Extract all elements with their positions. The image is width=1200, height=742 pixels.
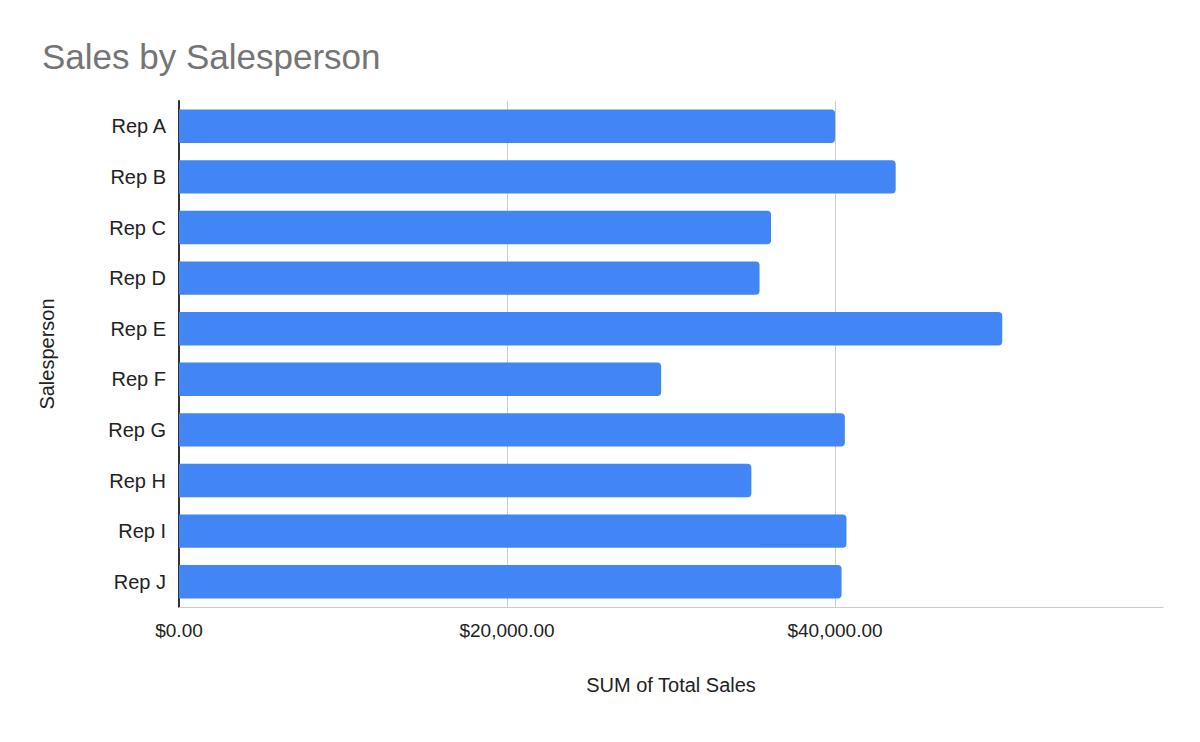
svg-text:$20,000.00: $20,000.00: [459, 620, 554, 641]
svg-text:$40,000.00: $40,000.00: [787, 620, 882, 641]
svg-text:Rep C: Rep C: [109, 217, 166, 239]
svg-text:Rep G: Rep G: [108, 419, 166, 441]
svg-text:Rep J: Rep J: [114, 571, 166, 593]
svg-text:Rep A: Rep A: [112, 115, 167, 137]
svg-text:Rep D: Rep D: [109, 267, 166, 289]
svg-text:Rep E: Rep E: [110, 318, 166, 340]
svg-text:Rep H: Rep H: [109, 470, 166, 492]
svg-text:$0.00: $0.00: [155, 620, 203, 641]
svg-text:Rep B: Rep B: [110, 166, 166, 188]
svg-text:Rep I: Rep I: [118, 520, 166, 542]
svg-text:SUM of Total Sales: SUM of Total Sales: [586, 674, 756, 696]
svg-text:Salesperson: Salesperson: [36, 298, 58, 409]
svg-text:Rep F: Rep F: [112, 368, 166, 390]
svg-text:Sales by Salesperson: Sales by Salesperson: [42, 37, 381, 76]
